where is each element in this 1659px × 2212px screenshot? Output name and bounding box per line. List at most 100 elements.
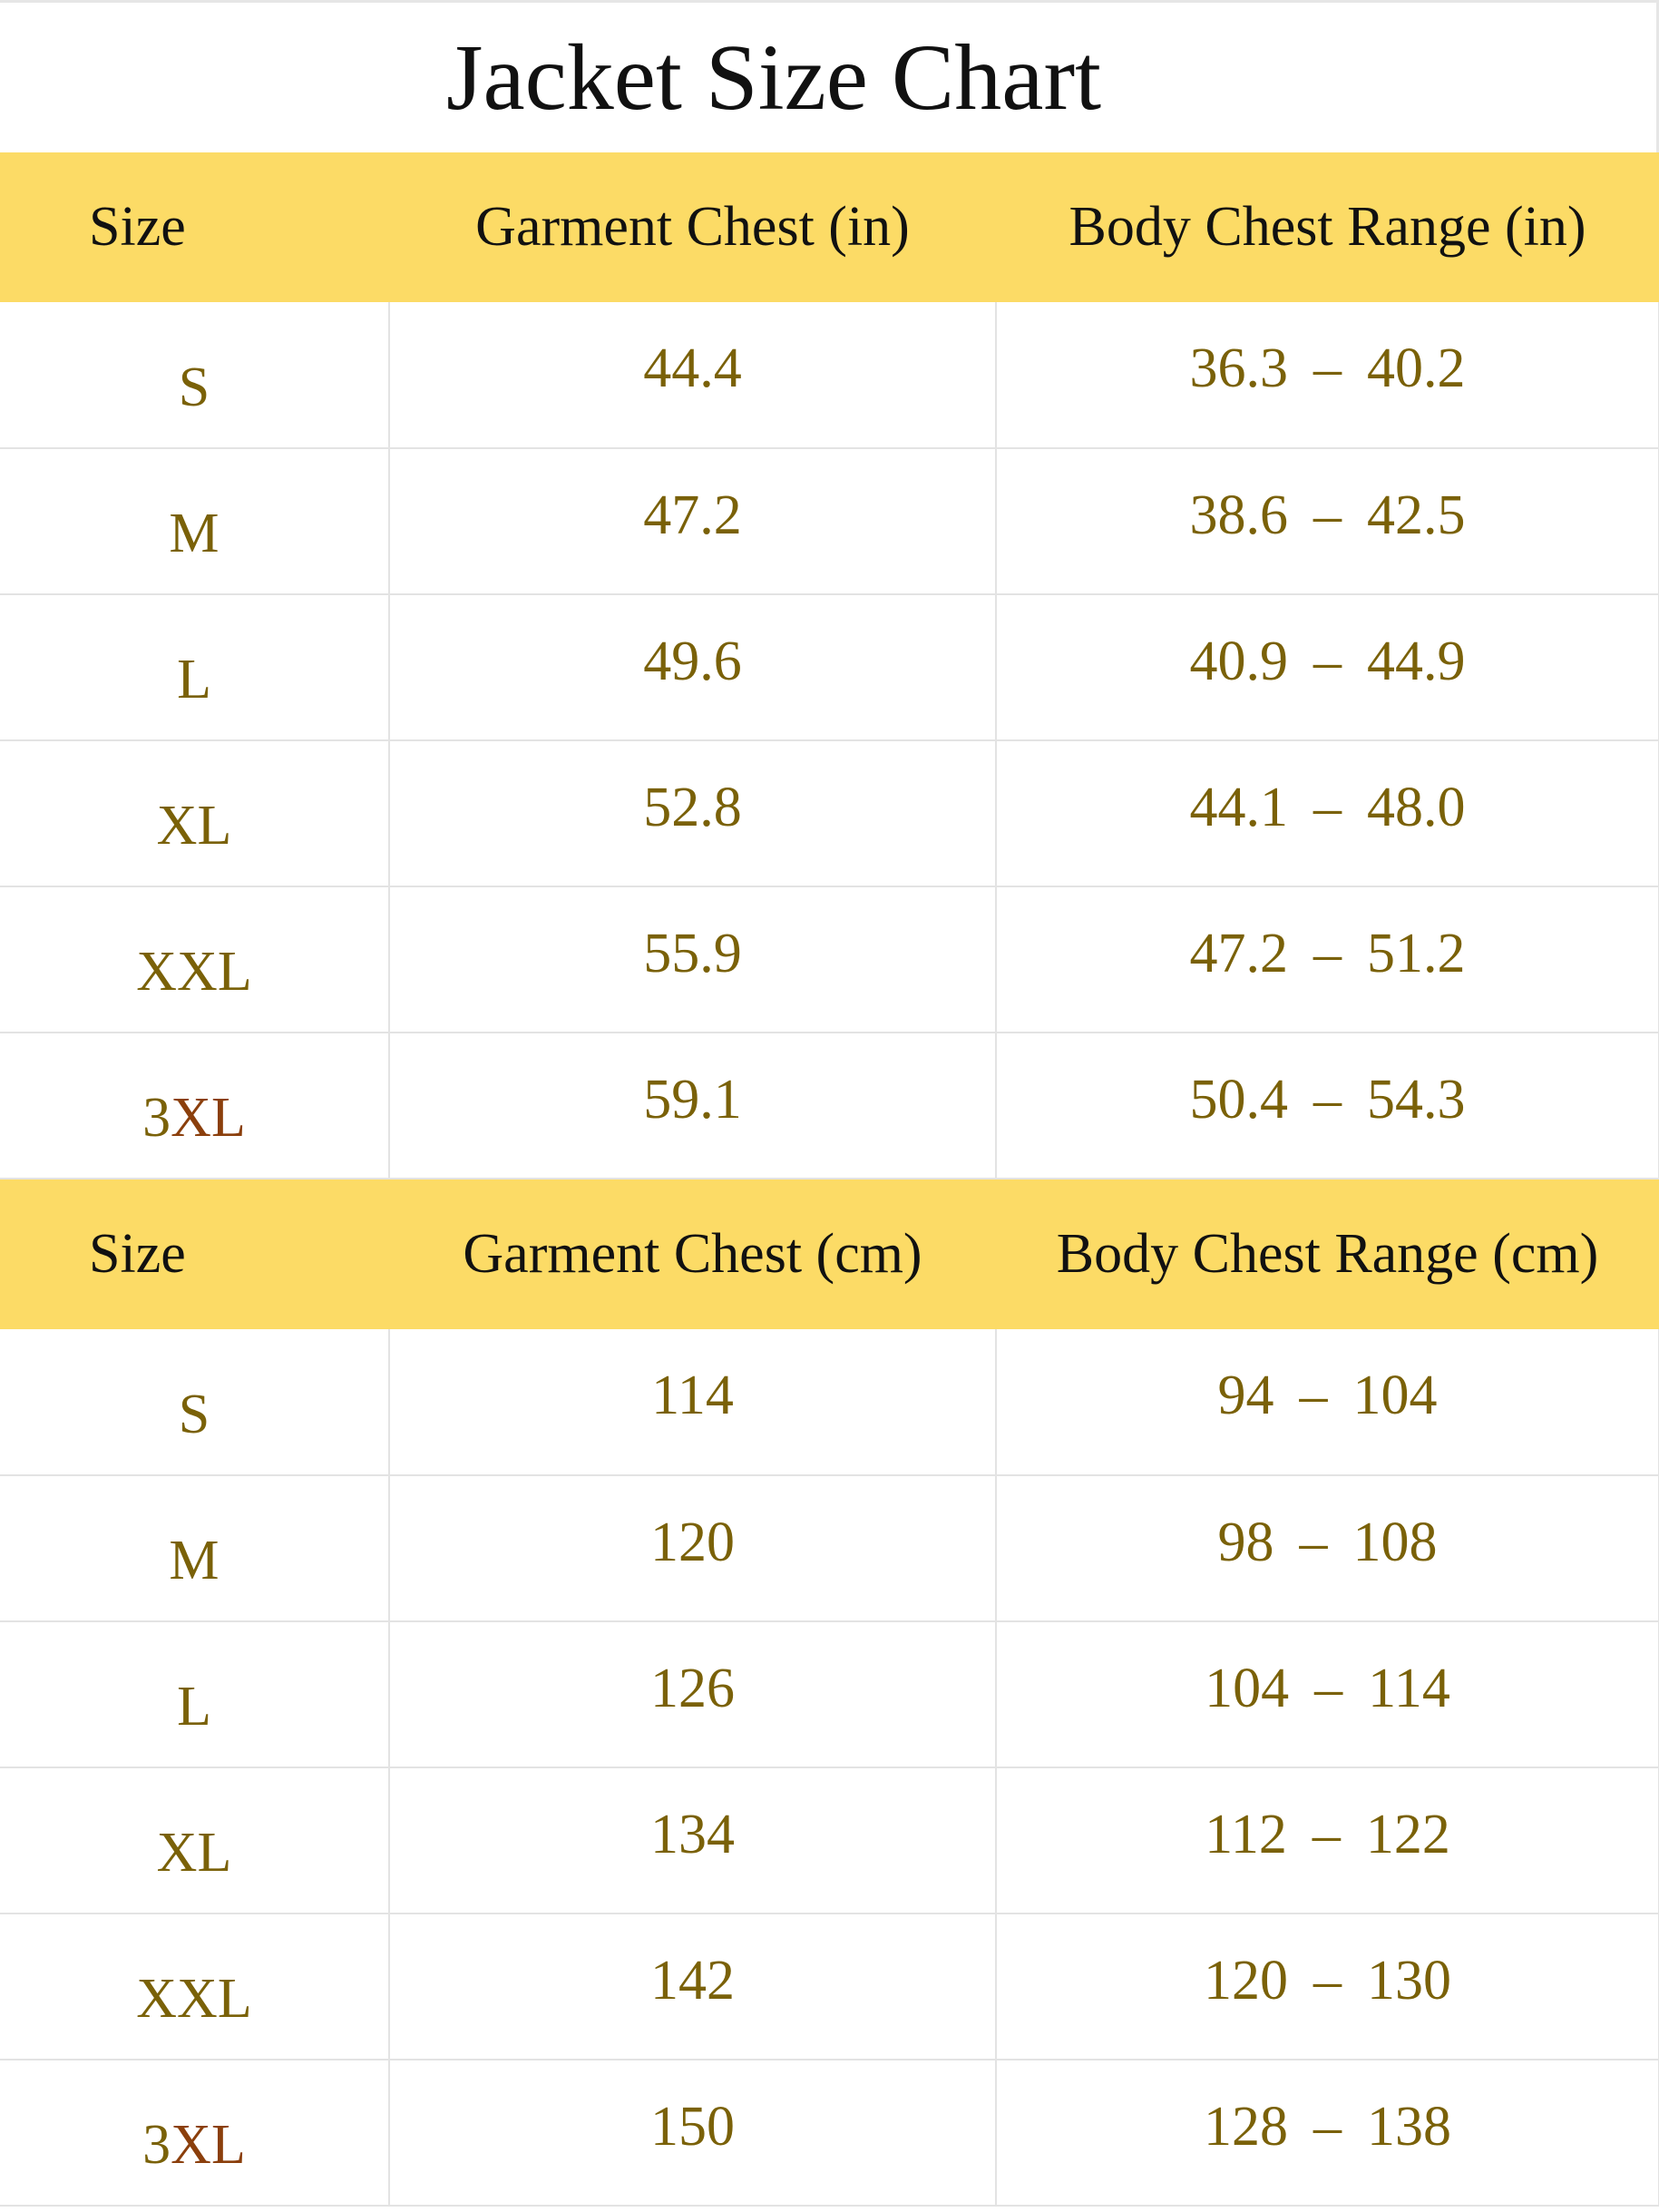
size-label: XL	[156, 795, 232, 856]
size-label: L	[177, 649, 211, 710]
range-separator: –	[1313, 1068, 1342, 1130]
size-label: L	[177, 1676, 211, 1737]
range-min: 98	[1217, 1511, 1274, 1573]
body-chest-range-cell: 98–108	[995, 1475, 1659, 1622]
range-min: 47.2	[1189, 922, 1289, 984]
range-separator: –	[1313, 776, 1342, 838]
body-chest-range-cell: 44.1–48.0	[995, 740, 1659, 887]
range-min: 128	[1204, 2095, 1288, 2158]
header-row: Size Garment Chest (in) Body Chest Range (…	[0, 152, 1659, 302]
table-row: 3XL 150 128–138	[0, 2060, 1659, 2207]
range-min: 120	[1204, 1949, 1288, 2011]
size-label: M	[169, 503, 220, 564]
range-max: 51.2	[1367, 922, 1466, 984]
range-separator: –	[1299, 1365, 1328, 1426]
size-prefix: 3	[142, 1087, 171, 1149]
table-row: 3XL 59.1 50.4–54.3	[0, 1033, 1659, 1179]
garment-chest-cell: 150	[388, 2060, 996, 2207]
range-min: 50.4	[1189, 1068, 1289, 1130]
size-label: XL	[156, 1822, 232, 1884]
size-label: XXL	[136, 1968, 252, 2030]
size-prefix: 3	[142, 2114, 171, 2176]
garment-chest-cell: 52.8	[388, 740, 996, 887]
body-chest-range-cell: 120–130	[995, 1913, 1659, 2060]
garment-chest-cell: 49.6	[388, 594, 996, 741]
size-cell: XL	[0, 740, 389, 887]
table-row: S 44.4 36.3–40.2	[0, 302, 1659, 449]
size-cell: XXL	[0, 1913, 389, 2060]
size-cell: S	[0, 302, 389, 449]
column-header: Garment Chest (cm)	[389, 1179, 996, 1329]
body-chest-range-cell: 40.9–44.9	[995, 594, 1659, 741]
body-chest-range-cell: 94–104	[995, 1329, 1659, 1476]
size-label: XXL	[136, 941, 252, 1003]
column-header: Body Chest Range (in)	[996, 152, 1659, 302]
range-min: 104	[1205, 1657, 1290, 1719]
body-chest-range-cell: 38.6–42.5	[995, 448, 1659, 595]
range-min: 112	[1205, 1803, 1287, 1865]
column-header: Body Chest Range (cm)	[996, 1179, 1659, 1329]
range-max: 48.0	[1367, 776, 1466, 838]
garment-chest-cell: 55.9	[388, 886, 996, 1033]
range-min: 94	[1217, 1365, 1274, 1426]
body-chest-range-cell: 104–114	[995, 1621, 1659, 1768]
range-separator: –	[1299, 1511, 1328, 1573]
size-cell: S	[0, 1329, 389, 1476]
range-min: 38.6	[1189, 484, 1289, 546]
range-separator: –	[1312, 1803, 1341, 1865]
table-row: XXL 55.9 47.2–51.2	[0, 886, 1659, 1033]
size-cell: XXL	[0, 886, 389, 1033]
range-max: 108	[1352, 1511, 1438, 1573]
range-separator: –	[1313, 2095, 1342, 2158]
range-max: 40.2	[1367, 338, 1466, 399]
size-label: XL	[171, 1087, 246, 1149]
range-min: 44.1	[1189, 776, 1289, 838]
table-row: XL 52.8 44.1–48.0	[0, 740, 1659, 887]
body-chest-range-cell: 36.3–40.2	[995, 302, 1659, 449]
table-row: XXL 142 120–130	[0, 1913, 1659, 2060]
table-row: XL 134 112–122	[0, 1767, 1659, 1914]
range-min: 36.3	[1189, 338, 1289, 399]
column-header: Garment Chest (in)	[389, 152, 996, 302]
garment-chest-cell: 126	[388, 1621, 996, 1768]
table-row: M 120 98–108	[0, 1475, 1659, 1622]
body-chest-range-cell: 112–122	[995, 1767, 1659, 1914]
range-max: 104	[1352, 1365, 1438, 1426]
range-max: 130	[1367, 1949, 1451, 2011]
range-max: 122	[1365, 1803, 1450, 1865]
garment-chest-cell: 44.4	[388, 302, 996, 449]
range-separator: –	[1313, 338, 1342, 399]
size-cell: L	[0, 594, 389, 741]
table-row: L 49.6 40.9–44.9	[0, 594, 1659, 741]
table-row: S 114 94–104	[0, 1329, 1659, 1476]
size-label: M	[169, 1530, 220, 1591]
size-label: S	[178, 356, 210, 418]
table-row: L 126 104–114	[0, 1621, 1659, 1768]
range-max: 44.9	[1367, 630, 1466, 692]
column-header: Size	[0, 152, 389, 302]
garment-chest-cell: 114	[388, 1329, 996, 1476]
garment-chest-cell: 47.2	[388, 448, 996, 595]
body-chest-range-cell: 128–138	[995, 2060, 1659, 2207]
garment-chest-cell: 120	[388, 1475, 996, 1622]
column-header: Size	[0, 1179, 389, 1329]
garment-chest-cell: 134	[388, 1767, 996, 1914]
table-row: M 47.2 38.6–42.5	[0, 448, 1659, 595]
range-separator: –	[1313, 630, 1342, 692]
size-label: S	[178, 1383, 210, 1445]
body-chest-range-cell: 50.4–54.3	[995, 1033, 1659, 1179]
range-max: 54.3	[1367, 1068, 1466, 1130]
page-title: Jacket Size Chart	[0, 0, 1659, 152]
size-chart-table: Size Garment Chest (in) Body Chest Range (…	[0, 152, 1659, 2207]
size-cell: M	[0, 1475, 389, 1622]
size-cell: M	[0, 448, 389, 595]
range-separator: –	[1313, 1949, 1342, 2011]
garment-chest-cell: 59.1	[388, 1033, 996, 1179]
range-separator: –	[1314, 1657, 1343, 1719]
size-cell: 3XL	[0, 2060, 389, 2207]
garment-chest-cell: 142	[388, 1913, 996, 2060]
range-separator: –	[1313, 922, 1342, 984]
range-max: 138	[1367, 2095, 1451, 2158]
range-max: 42.5	[1367, 484, 1466, 546]
body-chest-range-cell: 47.2–51.2	[995, 886, 1659, 1033]
